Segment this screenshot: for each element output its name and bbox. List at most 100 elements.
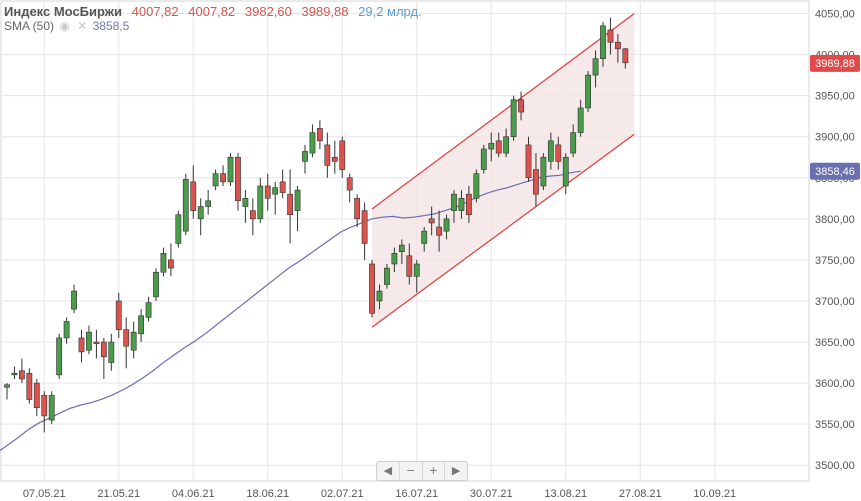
candle[interactable] (18, 358, 25, 384)
candle[interactable] (622, 47, 629, 69)
candle[interactable] (436, 210, 442, 252)
candle[interactable] (324, 132, 331, 178)
candle[interactable] (4, 383, 10, 400)
candle[interactable] (428, 206, 435, 236)
candle[interactable] (495, 132, 502, 158)
candle[interactable] (272, 181, 279, 215)
candle[interactable] (33, 378, 40, 416)
candle-body (190, 181, 197, 211)
candle[interactable] (160, 247, 167, 277)
candle[interactable] (577, 99, 584, 137)
candle[interactable] (205, 190, 212, 215)
candle[interactable] (235, 153, 241, 211)
candle[interactable] (398, 239, 405, 264)
candle[interactable] (525, 136, 532, 182)
candle[interactable] (168, 243, 174, 277)
candle[interactable] (518, 91, 524, 121)
candle[interactable] (316, 120, 323, 150)
candle[interactable] (480, 144, 487, 174)
candle[interactable] (287, 169, 293, 244)
candle[interactable] (279, 169, 286, 199)
zoom-in-icon[interactable]: + (423, 462, 446, 480)
candle[interactable] (354, 194, 361, 228)
candle[interactable] (458, 190, 465, 219)
candle[interactable] (443, 214, 450, 240)
candle[interactable] (585, 70, 591, 113)
candle[interactable] (294, 185, 301, 232)
candle[interactable] (614, 34, 621, 63)
candle[interactable] (86, 325, 92, 355)
candle[interactable] (376, 284, 383, 310)
candle[interactable] (115, 292, 122, 338)
candle[interactable] (220, 165, 226, 186)
candle[interactable] (48, 391, 55, 425)
candle[interactable] (391, 247, 398, 273)
candle[interactable] (451, 190, 457, 223)
arrow-left-icon[interactable]: ◀ (377, 462, 400, 480)
candle[interactable] (570, 124, 577, 158)
candle[interactable] (153, 268, 159, 301)
y-tick-label: 3950,00 (815, 91, 855, 103)
candle[interactable] (488, 132, 495, 162)
candle[interactable] (421, 227, 428, 252)
candle[interactable] (63, 317, 70, 344)
candle[interactable] (100, 337, 107, 379)
volume-value: 29,2 млрд. (358, 4, 422, 19)
candle[interactable] (71, 284, 77, 314)
candle[interactable] (212, 169, 219, 191)
candle[interactable] (227, 153, 234, 186)
candle[interactable] (190, 165, 197, 219)
candle[interactable] (607, 17, 614, 55)
candle[interactable] (130, 321, 137, 359)
candle[interactable] (600, 21, 606, 67)
candle[interactable] (182, 173, 189, 236)
candle[interactable] (339, 136, 346, 178)
candle[interactable] (78, 329, 85, 363)
candle[interactable] (249, 198, 256, 236)
instrument-title: Индекс МосБиржи (4, 4, 122, 19)
close-icon[interactable]: ✕ (77, 19, 88, 33)
candle[interactable] (592, 50, 599, 88)
candle[interactable] (562, 153, 569, 195)
candle[interactable] (41, 391, 48, 433)
candle[interactable] (145, 296, 152, 322)
x-tick-label: 07.05.21 (23, 488, 66, 500)
candle[interactable] (93, 329, 100, 359)
candle[interactable] (406, 243, 413, 285)
candle-body (577, 107, 584, 133)
candle[interactable] (547, 132, 554, 170)
candle[interactable] (257, 177, 264, 223)
candle[interactable] (302, 144, 308, 174)
candle[interactable] (533, 153, 539, 207)
candle[interactable] (540, 153, 547, 191)
candle[interactable] (197, 198, 204, 236)
candle[interactable] (361, 202, 368, 260)
candle[interactable] (138, 309, 144, 343)
candle[interactable] (331, 140, 338, 174)
zoom-out-icon[interactable]: − (400, 462, 423, 480)
candle[interactable] (242, 190, 249, 223)
candle[interactable] (264, 173, 271, 211)
candle[interactable] (11, 366, 18, 379)
ohlc-low: 3982,60 (244, 4, 292, 19)
candle[interactable] (56, 333, 63, 379)
candle[interactable] (413, 259, 420, 293)
eye-icon[interactable]: ◉ (59, 19, 70, 33)
candle[interactable] (503, 128, 510, 158)
candle-body (4, 384, 10, 388)
candle[interactable] (123, 317, 130, 369)
candle[interactable] (369, 259, 375, 318)
candle[interactable] (108, 333, 115, 371)
candle[interactable] (473, 169, 480, 203)
candle[interactable] (175, 210, 182, 248)
candle[interactable] (465, 185, 472, 223)
candle-body (130, 331, 137, 351)
arrow-right-icon[interactable]: ▶ (451, 464, 461, 477)
candle[interactable] (510, 95, 517, 141)
candle[interactable] (309, 124, 316, 158)
candle[interactable] (555, 136, 562, 170)
candle[interactable] (346, 173, 353, 203)
candle[interactable] (26, 368, 33, 404)
candle[interactable] (384, 263, 390, 289)
